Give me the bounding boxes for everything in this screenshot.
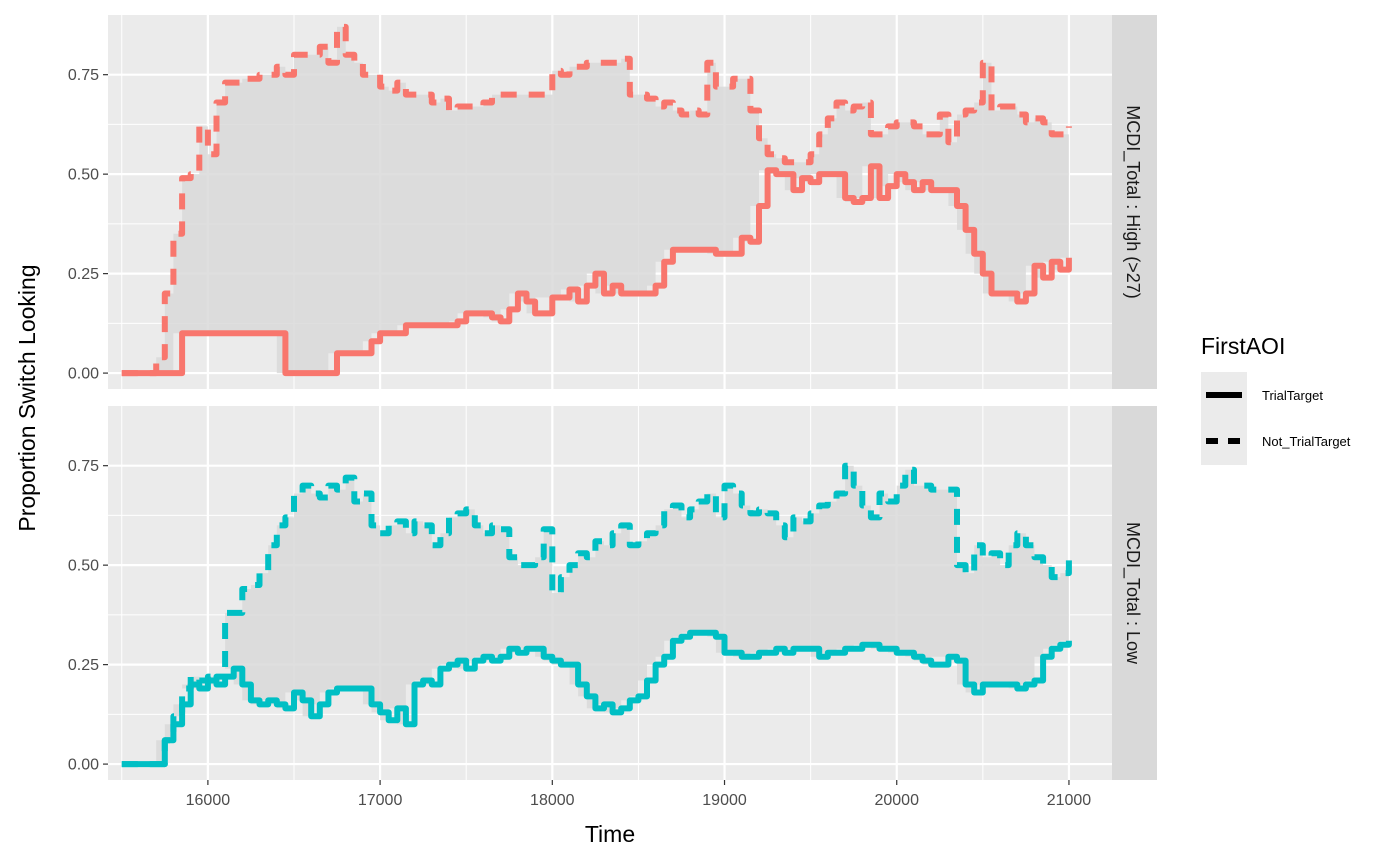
y-tick-label: 0.75 (68, 67, 99, 84)
x-tick-label: 21000 (1047, 792, 1092, 809)
x-tick-label: 16000 (186, 792, 231, 809)
panel-top-lines (121, 23, 1072, 377)
panel-top-ribbon (121, 26, 1069, 374)
y-tick-label: 0.75 (68, 458, 99, 475)
panel-top: 0.00 0.25 0.50 0.75 MCDI_Total : High (>27) (68, 15, 1157, 389)
strip-top-label: MCDI_Total : High (>27) (1122, 105, 1143, 299)
panel-bottom-y-ticks: 0.00 0.25 0.50 0.75 (68, 458, 108, 774)
y-tick-label: 0.50 (68, 167, 99, 184)
x-tick-label: 20000 (874, 792, 919, 809)
legend: FirstAOI TrialTarget Not_TrialTarget (1201, 333, 1351, 465)
strip-bottom-label: MCDI_Total : Low (1122, 522, 1143, 665)
y-axis-title: Proportion Switch Looking (14, 264, 40, 531)
legend-label-trialtarget: TrialTarget (1262, 388, 1323, 403)
legend-title: FirstAOI (1201, 333, 1285, 359)
ribbon-area (121, 465, 1069, 765)
panel-bottom: 0.00 0.25 0.50 0.75 MCDI_Total : Low (68, 406, 1157, 780)
y-tick-label: 0.25 (68, 657, 99, 674)
legend-key-background (1201, 372, 1247, 465)
panel-bottom-ribbon (121, 465, 1069, 765)
y-tick-label: 0.00 (68, 366, 99, 383)
panel-bottom-lines (121, 462, 1072, 768)
x-tick-label: 17000 (358, 792, 403, 809)
x-axis-title: Time (585, 821, 635, 847)
x-tick-label: 18000 (530, 792, 575, 809)
y-tick-label: 0.50 (68, 558, 99, 575)
strip-top-background (1112, 15, 1157, 389)
x-axis: 16000 17000 18000 19000 20000 21000 (186, 780, 1092, 809)
y-tick-label: 0.25 (68, 266, 99, 283)
panel-top-y-ticks: 0.00 0.25 0.50 0.75 (68, 67, 108, 383)
y-tick-label: 0.00 (68, 757, 99, 774)
x-tick-label: 19000 (702, 792, 747, 809)
series-line-trialtarget (121, 163, 1072, 377)
series-line-not-trialtarget (121, 462, 1072, 768)
legend-label-not-trialtarget: Not_TrialTarget (1262, 434, 1351, 449)
ribbon-area (121, 26, 1069, 374)
series-line-trialtarget (121, 629, 1072, 768)
strip-bottom-background (1112, 406, 1157, 780)
